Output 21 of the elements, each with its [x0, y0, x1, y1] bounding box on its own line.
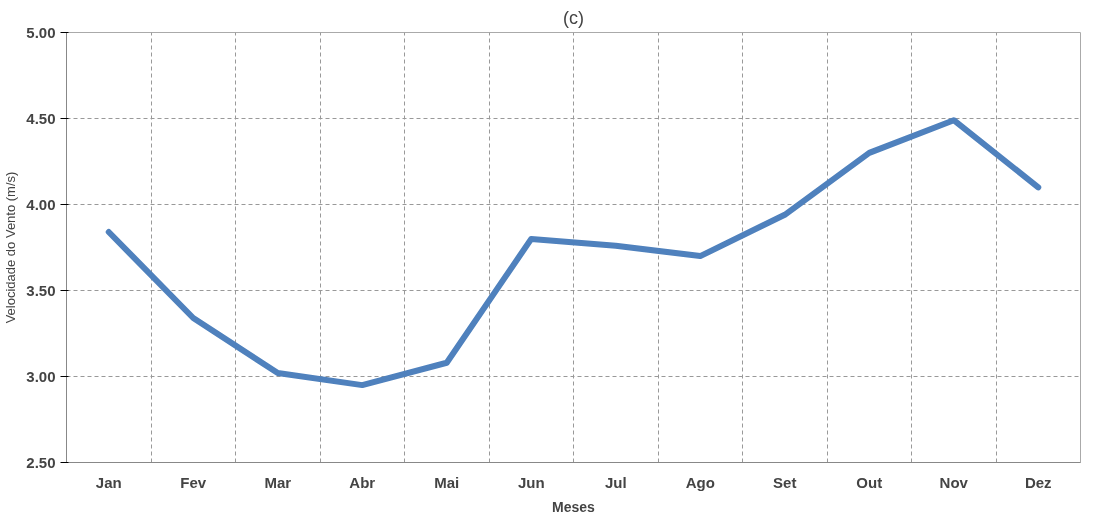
y-tick-label: 2.50 [26, 453, 56, 471]
x-tick-label: Abr [349, 473, 376, 491]
x-tick-label: Jun [517, 473, 545, 491]
x-axis-title: Meses [552, 498, 596, 515]
x-tick-label: Set [773, 473, 797, 491]
x-tick-label: Mai [434, 473, 460, 491]
x-tick-label: Nov [939, 473, 969, 491]
x-tick-label: Jul [604, 473, 627, 491]
x-tick-label: Jan [95, 473, 122, 491]
y-tick-label: 4.00 [26, 195, 56, 213]
x-tick-label: Dez [1024, 473, 1052, 491]
x-tick-label: Mar [264, 473, 292, 491]
y-tick-label: 4.50 [26, 109, 56, 127]
x-tick-label: Out [856, 473, 883, 491]
y-tick-label: 5.00 [26, 23, 56, 41]
y-tick-label: 3.50 [26, 281, 56, 299]
x-tick-label: Fev [180, 473, 207, 491]
y-axis-title: Velocidade do Vento (m/s) [3, 171, 19, 324]
chart-title: (c) [563, 7, 585, 28]
x-tick-label: Ago [685, 473, 715, 491]
y-tick-label: 3.00 [26, 367, 56, 385]
